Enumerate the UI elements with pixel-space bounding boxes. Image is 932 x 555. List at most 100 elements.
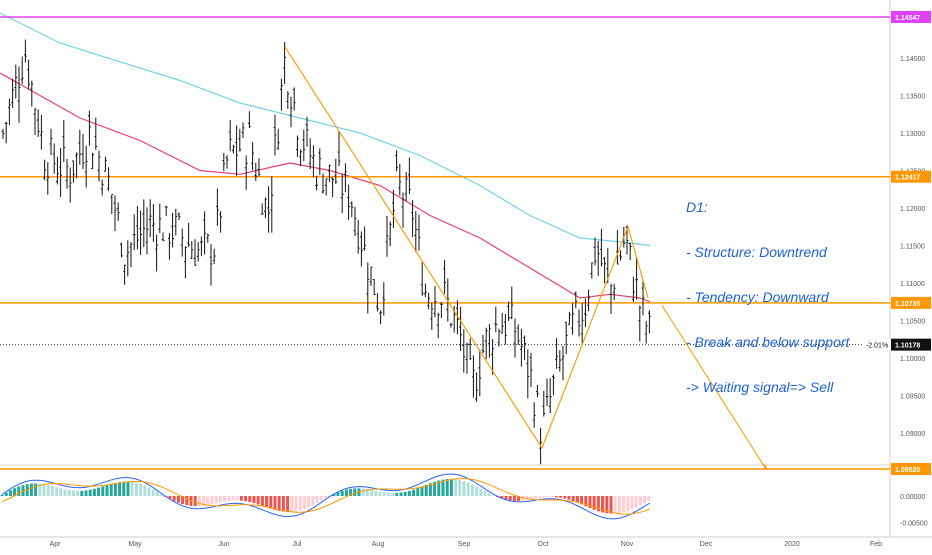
ohlc-bar (225, 155, 229, 169)
ohlc-bar (347, 184, 350, 220)
histogram-bar (286, 496, 290, 512)
ohlc-bar (260, 203, 264, 215)
histogram-bar (302, 496, 306, 509)
annotation-line: D1: (686, 199, 708, 215)
ohlc-bar (148, 199, 152, 238)
ohlc-bar (577, 309, 581, 337)
histogram-bar (50, 486, 54, 496)
histogram-bar (592, 496, 596, 510)
ohlc-bar (145, 207, 149, 255)
ohlc-bar (433, 285, 437, 318)
ohlc-bar (484, 327, 488, 360)
histogram-bar (42, 484, 46, 496)
ohlc-bar (65, 158, 69, 189)
ohlc-bar (334, 158, 338, 184)
x-tick-label: Sep (458, 541, 471, 548)
ohlc-bar (504, 314, 507, 345)
ohlc-bar (273, 114, 277, 156)
histogram-bar (29, 483, 33, 496)
histogram-bar (466, 482, 470, 496)
annotation-line: - Tendency: Downward (686, 289, 829, 305)
ohlc-bar (52, 143, 56, 174)
histogram-bar (634, 496, 638, 508)
histogram-bar (563, 496, 567, 499)
histogram-bar (143, 485, 147, 496)
ohlc-bar (14, 64, 18, 99)
ohlc-bar (113, 195, 117, 232)
ohlc-bar (475, 372, 478, 402)
ohlc-bar (174, 208, 178, 236)
ohlc-bar (152, 204, 155, 242)
ohlc-bar (350, 201, 354, 218)
ohlc-bar (440, 302, 443, 318)
histogram-bar (622, 496, 626, 513)
ohlc-bar (238, 128, 242, 152)
ohlc-bar (132, 214, 136, 250)
x-tick-label: May (128, 541, 142, 548)
histogram-bar (491, 495, 495, 497)
ohlc-bar (126, 240, 130, 277)
ohlc-bar (372, 278, 376, 295)
level-price-box (891, 463, 931, 475)
histogram-bar (63, 489, 67, 496)
ohlc-bar (196, 241, 200, 262)
ohlc-bar (171, 212, 174, 248)
histogram-bar (391, 492, 395, 496)
histogram-bar (260, 496, 264, 506)
ohlc-bar (337, 131, 341, 167)
histogram-bar (46, 485, 50, 496)
ohlc-bar (283, 42, 286, 85)
histogram-bar (638, 496, 642, 506)
histogram-bar (580, 496, 584, 505)
ohlc-bar (353, 206, 357, 237)
ohlc-bar (494, 306, 498, 333)
histogram-bar (151, 489, 155, 496)
ohlc-bar (648, 310, 651, 334)
ohlc-bar (555, 337, 558, 369)
histogram-bar (445, 479, 449, 496)
histogram-bar (630, 496, 634, 510)
histogram-bar (244, 496, 248, 502)
histogram-bar (546, 496, 550, 498)
histogram-bar (118, 482, 122, 496)
histogram-bar (134, 482, 138, 496)
x-tick-label: Nov (621, 541, 634, 548)
ohlc-bar (574, 291, 578, 309)
histogram-bar (8, 490, 12, 496)
ohlc-bar (264, 197, 267, 219)
ohlc-bar (289, 96, 293, 128)
level-price-box (891, 170, 931, 183)
histogram-bar (504, 496, 508, 500)
histogram-bar (109, 483, 113, 496)
ohlc-bar (360, 231, 363, 267)
histogram-bar (38, 483, 42, 496)
histogram-bar (252, 496, 256, 504)
level-price-label: 1.12417 (895, 175, 920, 182)
histogram-bar (155, 491, 159, 496)
histogram-bar (500, 496, 504, 499)
histogram-bar (416, 488, 420, 496)
histogram-bar (370, 489, 374, 496)
ohlc-bar (129, 241, 133, 268)
ohlc-bar (513, 318, 517, 358)
histogram-bar (315, 496, 319, 504)
histogram-bar (202, 496, 206, 506)
ohlc-bar (321, 173, 325, 194)
ohlc-bar (619, 250, 622, 261)
osc-y-tick-label: -0.00500 (900, 520, 928, 527)
ma-fast-line (0, 72, 651, 303)
histogram-bar (265, 496, 269, 508)
ohlc-bar (209, 244, 213, 286)
histogram-bar (197, 496, 201, 507)
ohlc-bar (382, 282, 386, 316)
ohlc-bar (481, 334, 485, 354)
ohlc-bar (308, 138, 312, 170)
ohlc-bar (212, 248, 216, 264)
histogram-bar (0, 494, 4, 496)
ohlc-bar (296, 135, 299, 157)
ohlc-bar (254, 162, 258, 182)
ohlc-bar (248, 111, 251, 128)
ohlc-bar (62, 119, 66, 162)
